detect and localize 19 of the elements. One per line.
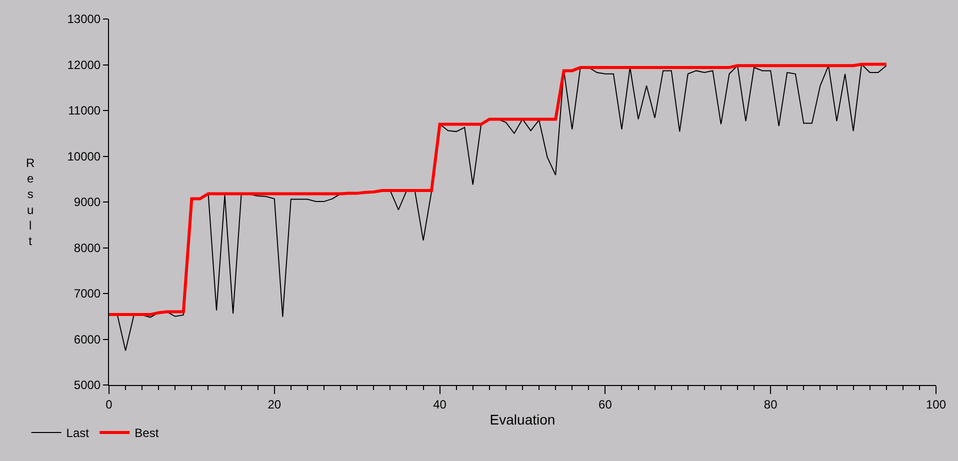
x-tick-label: 80 <box>764 397 778 412</box>
y-tick-label: 10000 <box>67 149 101 164</box>
y-tick-label: 9000 <box>74 195 101 210</box>
y-tick-label: 13000 <box>67 12 101 26</box>
x-tick-label: 100 <box>926 397 946 412</box>
y-tick-label: 5000 <box>74 378 101 392</box>
y-tick-label: 6000 <box>74 332 101 346</box>
legend-label: Best <box>134 426 160 440</box>
y-tick-label: 8000 <box>74 240 101 255</box>
y-tick-label: 7000 <box>74 286 101 301</box>
x-axis-title: Evaluation <box>490 412 556 428</box>
x-tick-label: 20 <box>268 397 282 412</box>
y-axis-title: Result <box>26 156 35 248</box>
legend-label: Last <box>66 426 90 440</box>
x-tick-label: 0 <box>106 397 113 412</box>
x-tick-label: 60 <box>598 397 612 412</box>
y-tick-label: 12000 <box>67 58 101 72</box>
y-tick-label: 11000 <box>68 104 101 118</box>
x-tick-label: 40 <box>433 397 447 412</box>
